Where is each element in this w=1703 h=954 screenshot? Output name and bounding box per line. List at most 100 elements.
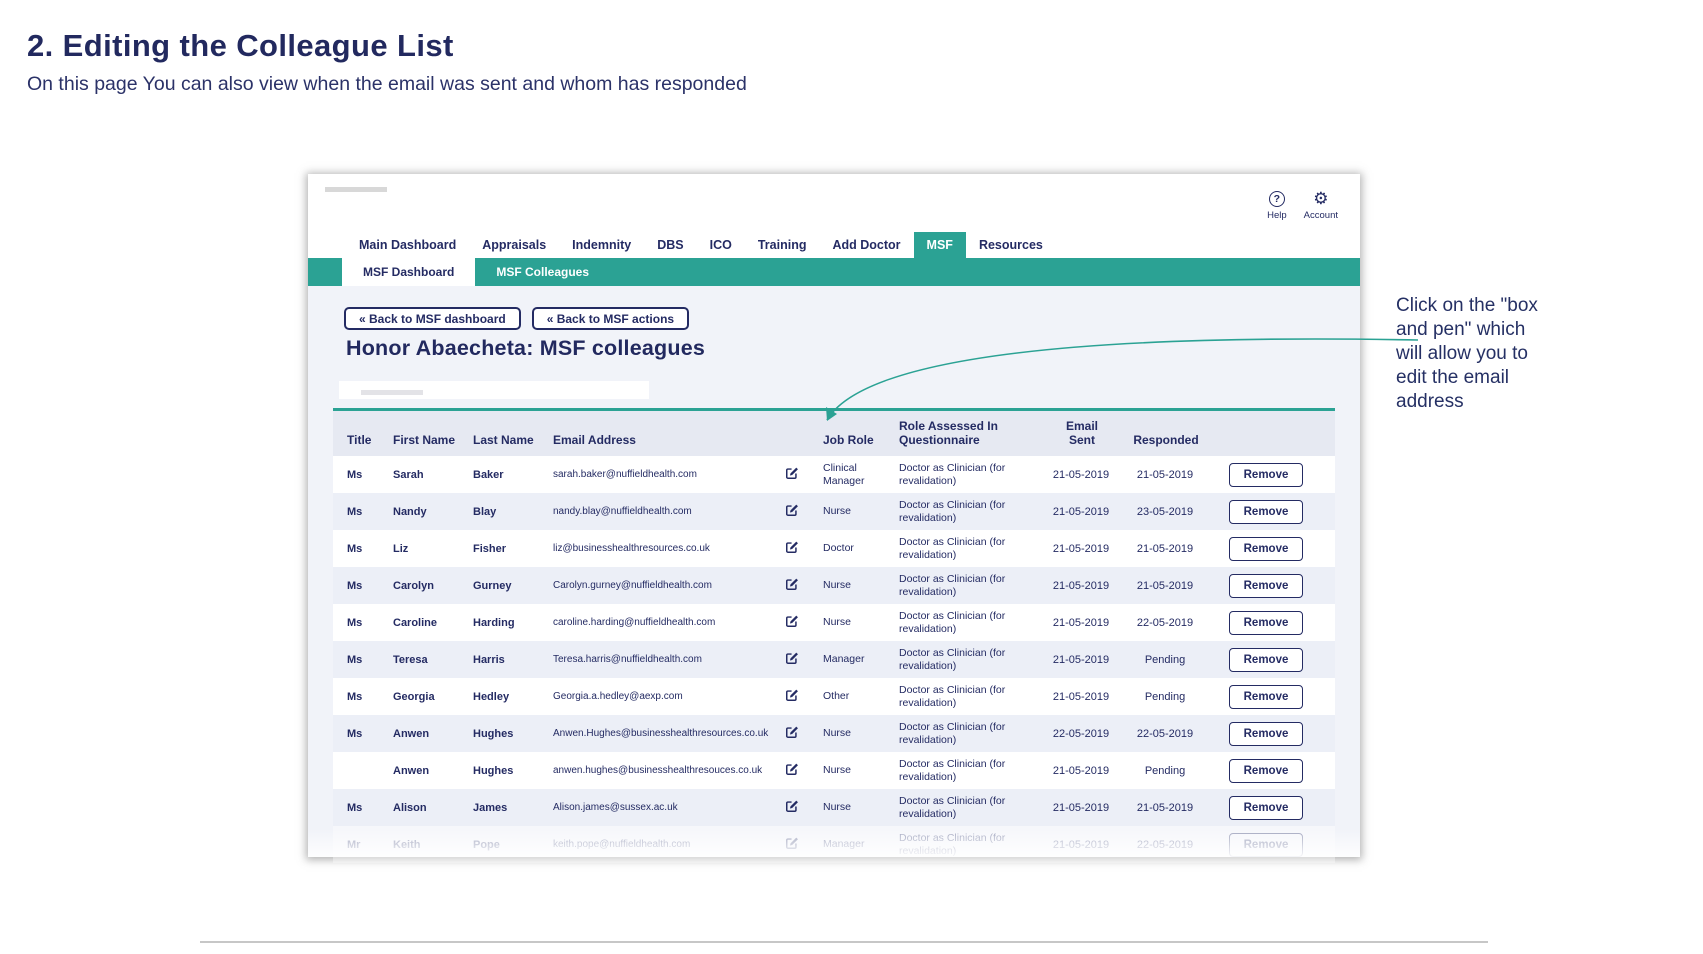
edit-email-button[interactable] xyxy=(785,466,799,480)
tab-indemnity[interactable]: Indemnity xyxy=(572,238,632,252)
cell-first-name: Teresa xyxy=(393,653,428,666)
help-button[interactable]: ? Help xyxy=(1267,191,1287,221)
back-to-msf-dashboard-button[interactable]: « Back to MSF dashboard xyxy=(344,307,521,330)
cell-first-name: Keith xyxy=(393,838,421,851)
cell-title: Ms xyxy=(347,801,363,814)
tab-main-dashboard[interactable]: Main Dashboard xyxy=(359,238,457,252)
table-row: Ms Anwen Hughes Anwen.Hughes@businesshea… xyxy=(333,715,1335,752)
cell-email-sent: 21-05-2019 xyxy=(1052,579,1110,592)
cell-edit xyxy=(785,577,823,594)
edit-email-button[interactable] xyxy=(785,799,799,813)
cell-last-name: Baker xyxy=(473,468,504,481)
cell-title: Mr xyxy=(347,838,361,851)
column-header-responded: Responded xyxy=(1133,433,1199,447)
tab-training[interactable]: Training xyxy=(757,238,807,252)
tab-resources[interactable]: Resources xyxy=(978,238,1043,252)
tab-dbs[interactable]: DBS xyxy=(657,238,684,252)
subtab-msf-colleagues[interactable]: MSF Colleagues xyxy=(496,265,590,279)
cell-responded: 22-05-2019 xyxy=(1136,727,1194,740)
edit-email-button[interactable] xyxy=(785,614,799,628)
remove-button[interactable]: Remove xyxy=(1229,610,1303,635)
redacted-text-mark xyxy=(361,390,423,395)
page-title: 2. Editing the Colleague List xyxy=(27,28,454,63)
edit-pen-square-icon xyxy=(786,615,798,627)
cell-edit xyxy=(785,762,823,779)
edit-pen-square-icon xyxy=(786,763,798,775)
cell-role-assessed: Doctor as Clinician (for revalidation) xyxy=(899,683,1006,709)
cell-email-sent: 21-05-2019 xyxy=(1052,542,1110,555)
edit-pen-square-icon xyxy=(786,541,798,553)
edit-pen-square-icon xyxy=(786,467,798,479)
remove-button[interactable]: Remove xyxy=(1229,832,1303,857)
edit-pen-square-icon xyxy=(786,837,798,849)
edit-pen-square-icon xyxy=(786,689,798,701)
remove-button[interactable]: Remove xyxy=(1229,795,1303,820)
cell-edit xyxy=(785,540,823,557)
cell-edit xyxy=(785,651,823,668)
cell-responded: Pending xyxy=(1144,690,1186,703)
cell-remove: Remove xyxy=(1215,610,1325,635)
cell-title: Ms xyxy=(347,727,363,740)
back-to-msf-actions-button[interactable]: « Back to MSF actions xyxy=(531,307,690,330)
cell-role-assessed: Doctor as Clinician (for revalidation) xyxy=(899,720,1006,746)
cell-role-assessed: Doctor as Clinician (for revalidation) xyxy=(899,646,1006,672)
msf-colleagues-heading: Honor Abaecheta: MSF colleagues xyxy=(346,336,706,360)
remove-button[interactable]: Remove xyxy=(1229,721,1303,746)
edit-email-button[interactable] xyxy=(785,503,799,517)
account-label: Account xyxy=(1303,210,1338,221)
cell-job-role: Doctor xyxy=(823,542,854,554)
cell-title: Ms xyxy=(347,505,363,518)
cell-last-name: Harris xyxy=(473,653,505,666)
remove-button[interactable]: Remove xyxy=(1229,499,1303,524)
sub-nav: MSF Dashboard MSF Colleagues xyxy=(308,258,1360,286)
cell-remove: Remove xyxy=(1215,832,1325,857)
edit-email-button[interactable] xyxy=(785,688,799,702)
column-header-role-assessed-in-questionnaire: Role Assessed In Questionnaire xyxy=(899,419,998,447)
gear-icon: ⚙ xyxy=(1313,189,1329,208)
cell-edit xyxy=(785,466,823,483)
tab-add-doctor[interactable]: Add Doctor xyxy=(832,238,901,252)
subtab-msf-dashboard[interactable]: MSF Dashboard xyxy=(342,258,476,286)
cell-first-name: Alison xyxy=(393,801,427,814)
cell-email-address: Teresa.harris@nuffieldhealth.com xyxy=(553,654,702,665)
cell-email-address: keith.pope@nuffieldhealth.com xyxy=(553,839,691,850)
cell-edit xyxy=(785,725,823,742)
cell-edit xyxy=(785,799,823,816)
remove-button[interactable]: Remove xyxy=(1229,758,1303,783)
tab-msf[interactable]: MSF xyxy=(913,232,966,258)
cell-remove: Remove xyxy=(1215,573,1325,598)
cell-email-address: anwen.hughes@businesshealthresouces.co.u… xyxy=(553,765,763,776)
tab-ico[interactable]: ICO xyxy=(709,238,732,252)
bottom-divider xyxy=(200,941,1488,943)
cell-title: Ms xyxy=(347,690,363,703)
remove-button[interactable]: Remove xyxy=(1229,573,1303,598)
table-row: Anwen Hughes anwen.hughes@businesshealth… xyxy=(333,752,1335,789)
edit-email-button[interactable] xyxy=(785,725,799,739)
remove-button[interactable]: Remove xyxy=(1229,684,1303,709)
cell-remove: Remove xyxy=(1215,721,1325,746)
cell-email-address: Alison.james@sussex.ac.uk xyxy=(553,802,678,813)
cell-email-address: Anwen.Hughes@businesshealthresources.co.… xyxy=(553,728,769,739)
cell-title: Ms xyxy=(347,579,363,592)
cell-edit xyxy=(785,836,823,853)
cell-first-name: Anwen xyxy=(393,727,430,740)
edit-email-button[interactable] xyxy=(785,651,799,665)
edit-email-button[interactable] xyxy=(785,577,799,591)
remove-button[interactable]: Remove xyxy=(1229,462,1303,487)
remove-button[interactable]: Remove xyxy=(1229,536,1303,561)
remove-button[interactable]: Remove xyxy=(1229,647,1303,672)
cell-responded: 21-05-2019 xyxy=(1136,579,1194,592)
cell-last-name: Blay xyxy=(473,505,497,518)
edit-email-button[interactable] xyxy=(785,540,799,554)
cell-responded: Pending xyxy=(1144,653,1186,666)
table-row: Ms Nandy Blay nandy.blay@nuffieldhealth.… xyxy=(333,493,1335,530)
tab-appraisals[interactable]: Appraisals xyxy=(482,238,547,252)
cell-edit xyxy=(785,688,823,705)
cell-last-name: Pope xyxy=(473,838,500,851)
edit-email-button[interactable] xyxy=(785,762,799,776)
cell-role-assessed: Doctor as Clinician (for revalidation) xyxy=(899,609,1006,635)
cell-email-sent: 21-05-2019 xyxy=(1052,838,1110,851)
account-button[interactable]: ⚙ Account xyxy=(1303,189,1338,221)
edit-email-button[interactable] xyxy=(785,836,799,850)
column-header-title: Title xyxy=(347,433,372,447)
